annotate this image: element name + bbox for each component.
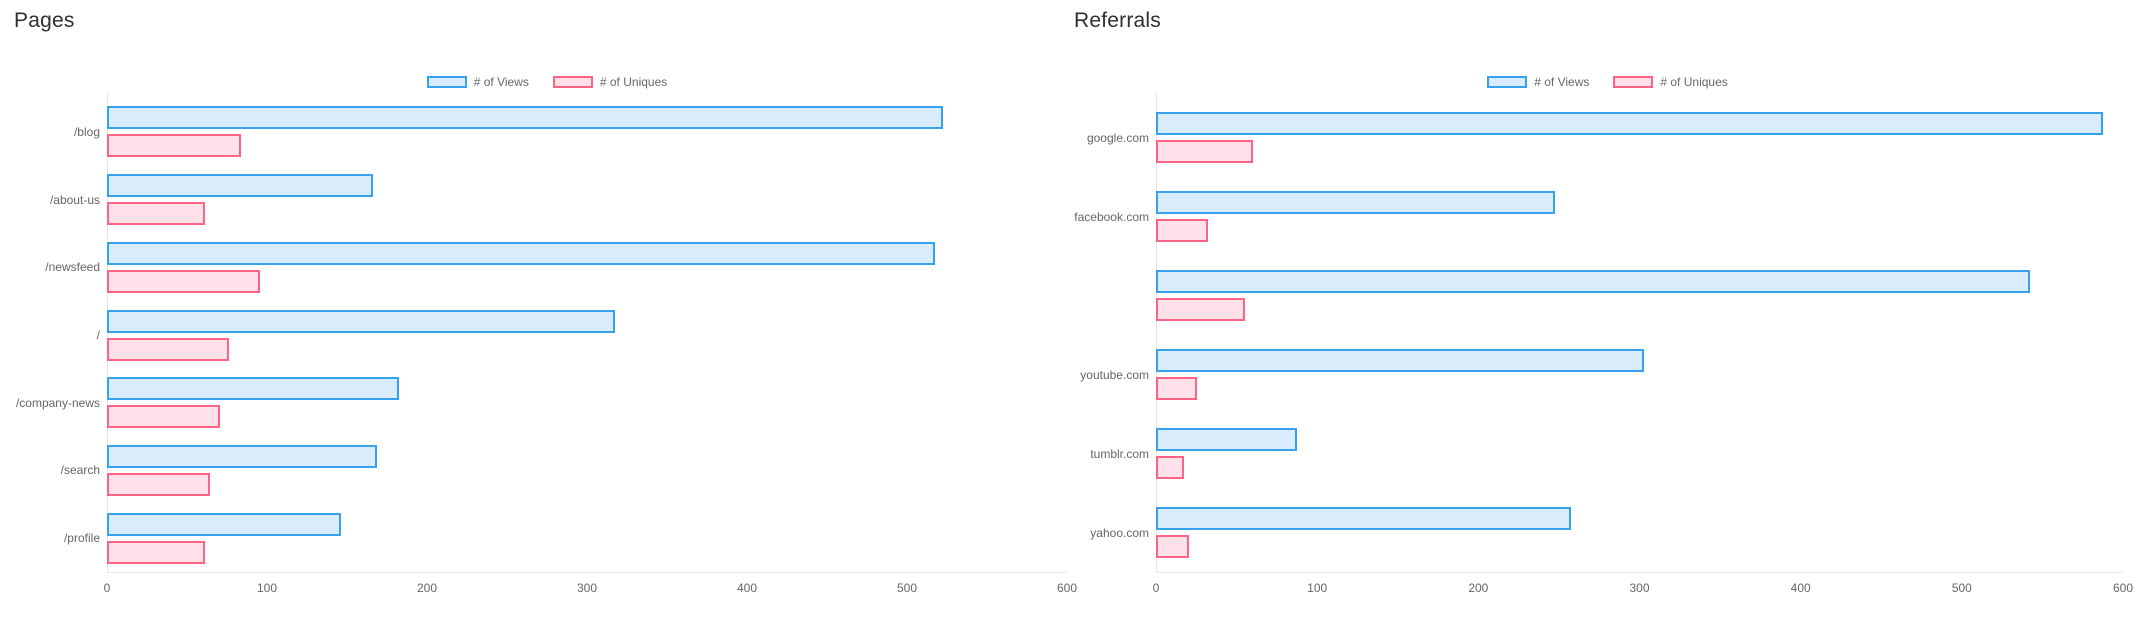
category-label: /blog bbox=[73, 124, 100, 139]
pages-category-labels: /blog/about-us/newsfeed / /company-news/se… bbox=[14, 98, 107, 572]
legend-item-views[interactable]: # of Views bbox=[1487, 76, 1589, 88]
views-bar[interactable] bbox=[1156, 270, 2031, 293]
views-bar[interactable] bbox=[107, 174, 374, 198]
x-tick-label: 500 bbox=[1951, 581, 1972, 595]
x-tick-label: 600 bbox=[1056, 581, 1078, 595]
uniques-bar[interactable] bbox=[1156, 456, 1185, 479]
views-bar[interactable] bbox=[107, 512, 342, 536]
x-tick-label: 200 bbox=[1468, 581, 1489, 595]
category-label: tumblr.com bbox=[1090, 446, 1149, 461]
category-label: /search bbox=[60, 463, 100, 478]
uniques-bar[interactable] bbox=[1156, 140, 1254, 163]
x-tick-label: 0 bbox=[1152, 581, 1160, 595]
pages-plot-area bbox=[107, 92, 1067, 572]
category-label: facebook.com bbox=[1074, 209, 1149, 224]
pages-chart-title: Pages bbox=[14, 9, 75, 32]
uniques-bar[interactable] bbox=[1156, 219, 1209, 242]
category-label: /company-news bbox=[15, 395, 100, 410]
uniques-bar[interactable] bbox=[107, 405, 220, 429]
uniques-bar[interactable] bbox=[107, 472, 211, 496]
category-label: / bbox=[96, 328, 100, 342]
referrals-chart-panel: Referrals # of Views # of Uniques google… bbox=[1074, 0, 2141, 619]
views-legend-swatch bbox=[1487, 76, 1528, 88]
referrals-x-axis: 0 100 200 300 400 500 600 bbox=[1152, 572, 2133, 603]
views-bar[interactable] bbox=[107, 444, 377, 468]
pages-x-axis: 0 100 200 300 400 500 600 bbox=[103, 572, 1077, 603]
uniques-bar[interactable] bbox=[1156, 298, 1246, 321]
views-bar[interactable] bbox=[107, 309, 615, 333]
uniques-bar[interactable] bbox=[107, 134, 241, 158]
x-tick-label: 200 bbox=[416, 581, 437, 595]
x-tick-label: 500 bbox=[896, 581, 918, 595]
category-label: yahoo.com bbox=[1090, 525, 1149, 540]
uniques-legend-label: # of Uniques bbox=[599, 75, 668, 89]
category-label: google.com bbox=[1086, 130, 1149, 145]
views-legend-label: # of Views bbox=[473, 75, 529, 89]
uniques-bar[interactable] bbox=[107, 269, 260, 293]
views-bar[interactable] bbox=[107, 241, 935, 265]
x-tick-label: 300 bbox=[1629, 581, 1650, 595]
uniques-legend-swatch bbox=[1613, 76, 1654, 88]
category-label: /about-us bbox=[49, 192, 100, 207]
views-bar[interactable] bbox=[1156, 112, 2103, 135]
legend-item-views[interactable]: # of Views bbox=[426, 75, 529, 89]
uniques-legend-swatch bbox=[552, 76, 593, 88]
uniques-bar[interactable] bbox=[107, 202, 206, 226]
views-bar[interactable] bbox=[107, 106, 943, 130]
uniques-bar[interactable] bbox=[1156, 535, 1189, 558]
views-bar[interactable] bbox=[1156, 428, 1297, 451]
referrals-plot-area bbox=[1156, 92, 2123, 572]
y-axis-line bbox=[1156, 92, 1157, 572]
x-tick-label: 400 bbox=[736, 581, 757, 595]
category-label: youtube.com bbox=[1080, 367, 1149, 382]
category-label: /newsfeed bbox=[45, 260, 100, 275]
uniques-bar[interactable] bbox=[1156, 377, 1198, 400]
uniques-bar[interactable] bbox=[107, 337, 230, 361]
x-tick-label: 100 bbox=[1307, 581, 1328, 595]
views-bar[interactable] bbox=[1156, 349, 1644, 372]
referrals-chart-title: Referrals bbox=[1074, 9, 1161, 32]
category-label: /profile bbox=[63, 531, 100, 546]
uniques-bar[interactable] bbox=[107, 540, 206, 564]
x-tick-label: 0 bbox=[103, 581, 111, 595]
views-bar[interactable] bbox=[1156, 191, 1555, 214]
x-tick-label: 400 bbox=[1790, 581, 1811, 595]
x-tick-label: 100 bbox=[256, 581, 277, 595]
legend-item-uniques[interactable]: # of Uniques bbox=[552, 75, 668, 89]
referrals-legend: # of Views # of Uniques bbox=[1074, 76, 2141, 88]
x-tick-label: 300 bbox=[576, 581, 598, 595]
pages-legend: # of Views # of Uniques bbox=[14, 76, 1080, 88]
pages-chart-panel: Pages # of Views # of Uniques /blog/abou… bbox=[14, 0, 1080, 619]
legend-item-uniques[interactable]: # of Uniques bbox=[1613, 75, 1728, 89]
views-bar[interactable] bbox=[107, 377, 399, 401]
referrals-category-labels: google.com facebook.com youtube.com tumblr.… bbox=[1074, 98, 1156, 572]
views-legend-label: # of Views bbox=[1534, 75, 1590, 89]
views-legend-swatch bbox=[426, 76, 467, 88]
views-bar[interactable] bbox=[1156, 507, 1571, 530]
uniques-legend-label: # of Uniques bbox=[1660, 75, 1728, 89]
x-tick-label: 600 bbox=[2112, 581, 2134, 595]
